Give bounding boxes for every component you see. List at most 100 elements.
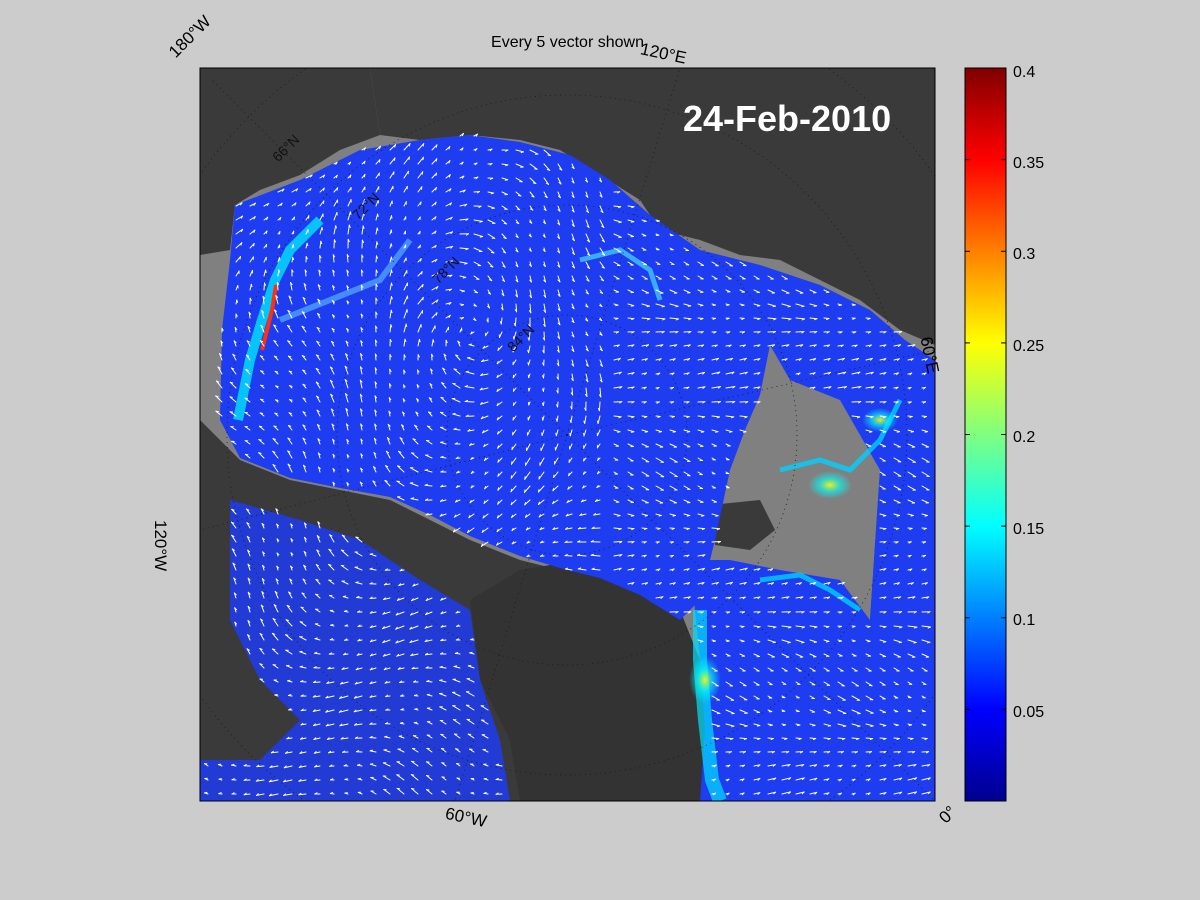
- fast-band-beaufort: [278, 238, 413, 323]
- drift-vector-head: [923, 724, 927, 727]
- drift-vector-head: [416, 398, 420, 401]
- drift-vector: [599, 359, 603, 367]
- drift-vector: [360, 353, 363, 361]
- drift-vector-head: [686, 568, 690, 571]
- drift-vector-head: [858, 401, 862, 404]
- drift-vector-head: [702, 371, 705, 375]
- drift-vector-head: [343, 764, 347, 767]
- drift-vector-head: [424, 483, 428, 486]
- drift-vector: [302, 437, 307, 445]
- drift-vector-head: [869, 738, 874, 741]
- drift-vector-head: [360, 340, 363, 344]
- drift-vector-head: [571, 166, 575, 170]
- drift-vector-head: [430, 368, 433, 372]
- drift-vector: [739, 723, 748, 727]
- drift-vector-head: [204, 791, 208, 794]
- drift-vector: [851, 357, 860, 361]
- drift-vector: [879, 625, 887, 628]
- drift-vector-head: [842, 738, 846, 741]
- drift-vector-head: [465, 370, 469, 373]
- drift-vector-head: [867, 626, 871, 628]
- drift-vector-head: [898, 641, 902, 644]
- drift-vector: [613, 415, 622, 418]
- drift-vector-head: [428, 397, 432, 400]
- drift-vector-head: [425, 666, 429, 669]
- drift-vector-head: [330, 353, 334, 356]
- drift-vector: [361, 199, 365, 207]
- drift-vector-head: [857, 371, 861, 375]
- drift-vector-head: [662, 318, 666, 321]
- drift-vector-head: [332, 314, 335, 317]
- drift-vector-head: [449, 260, 453, 263]
- drift-vector-head: [305, 256, 308, 260]
- drift-vector-head: [317, 298, 321, 302]
- drift-vector: [465, 704, 475, 711]
- drift-vector: [285, 619, 293, 627]
- drift-vector: [255, 779, 265, 782]
- drift-vector-head: [230, 367, 235, 370]
- drift-vector: [907, 485, 916, 491]
- drift-vector-head: [631, 528, 635, 531]
- drift-vector: [641, 457, 650, 463]
- drift-vector-head: [346, 285, 350, 289]
- drift-vector-head: [542, 235, 546, 238]
- drift-vector: [389, 282, 392, 291]
- drift-vector-head: [529, 221, 533, 224]
- drift-vector-head: [923, 554, 926, 558]
- drift-vector-head: [369, 722, 373, 725]
- drift-vector: [781, 653, 790, 658]
- drift-vector-head: [557, 250, 560, 254]
- drift-vector-head: [302, 578, 306, 581]
- drift-vector: [641, 303, 650, 307]
- drift-vector: [514, 317, 517, 327]
- drift-vector-head: [457, 340, 461, 344]
- hotspot-kara: [862, 408, 898, 432]
- drift-vector-head: [464, 203, 468, 207]
- drift-vector-head: [402, 411, 405, 415]
- drift-vector: [697, 386, 706, 389]
- drift-vector-head: [658, 431, 662, 433]
- drift-vector-head: [557, 236, 560, 240]
- drift-vector: [345, 353, 349, 361]
- drift-vector: [333, 225, 337, 235]
- drift-vector-head: [425, 612, 428, 616]
- drift-vector: [329, 366, 335, 375]
- drift-vector-head: [579, 513, 583, 516]
- drift-vector: [809, 777, 818, 781]
- drift-vector: [795, 317, 805, 320]
- drift-vector-head: [852, 625, 856, 628]
- drift-vector: [795, 653, 804, 658]
- drift-vector-head: [369, 708, 373, 712]
- drift-vector-head: [741, 304, 745, 307]
- drift-vector-head: [329, 534, 333, 537]
- drift-vector-head: [569, 432, 571, 437]
- drift-vector: [396, 761, 405, 767]
- drift-vector: [231, 508, 237, 515]
- drift-vector-head: [701, 596, 705, 600]
- drift-vector-head: [243, 792, 247, 796]
- drift-vector: [272, 438, 279, 445]
- drift-vector-head: [274, 591, 278, 594]
- drift-vector: [711, 737, 720, 740]
- drift-vector: [795, 344, 804, 347]
- drift-vector: [328, 579, 335, 585]
- drift-vector-head: [290, 552, 294, 555]
- drift-vector: [316, 535, 321, 543]
- drift-vector: [711, 386, 721, 389]
- drift-vector: [837, 371, 847, 375]
- drift-vector-head: [910, 738, 914, 740]
- drift-vector-head: [827, 596, 831, 600]
- drift-vector-head: [788, 318, 792, 321]
- drift-vector-head: [675, 611, 679, 614]
- drift-vector-head: [346, 439, 350, 442]
- drift-vector-head: [353, 695, 357, 699]
- drift-vector-head: [375, 339, 378, 343]
- drift-vector-head: [331, 340, 335, 344]
- drift-vector: [585, 261, 590, 269]
- drift-vector: [459, 261, 468, 264]
- drift-vector-head: [220, 340, 224, 344]
- drift-vector: [809, 653, 817, 658]
- drift-vector-head: [712, 640, 716, 643]
- drift-vector-head: [660, 344, 664, 347]
- drift-vector-head: [449, 188, 452, 192]
